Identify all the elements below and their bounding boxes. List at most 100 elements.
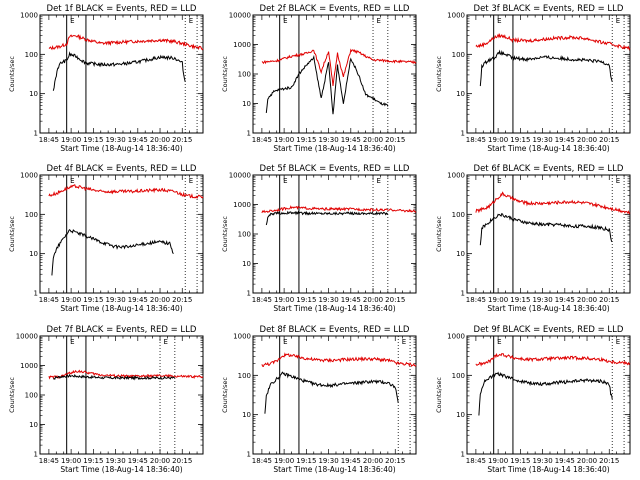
event-marker: E <box>164 338 168 346</box>
y-axis-label: Counts/sec <box>221 56 229 92</box>
events-series-line <box>479 212 613 246</box>
y-tick-label: 1 <box>461 130 465 138</box>
x-tick-label: 19:30 <box>318 296 338 304</box>
chart-title: Det 1f BLACK = Events, RED = LLD <box>47 4 197 14</box>
event-marker: E <box>377 17 381 25</box>
lld-series-line <box>475 32 631 51</box>
panel-det-2: Det 2f BLACK = Events, RED = LLD 1 10 100 10… <box>221 4 417 153</box>
x-tick-label: 19:00 <box>488 296 508 304</box>
x-tick-label: 19:30 <box>105 296 125 304</box>
y-tick-label: 1 <box>461 290 465 298</box>
x-tick-label: 20:00 <box>363 136 383 144</box>
event-marker: E <box>616 177 620 185</box>
x-tick-label: 20:00 <box>150 457 170 465</box>
x-tick-label: 19:15 <box>510 296 530 304</box>
y-tick-label: 1000 <box>447 12 465 20</box>
x-axis-label: Start Time (18-Aug-14 18:36:40) <box>273 465 395 474</box>
y-tick-label: 1000 <box>20 12 38 20</box>
plot-frame <box>39 335 204 455</box>
x-tick-label: 20:00 <box>577 136 597 144</box>
event-marker: E <box>497 177 501 185</box>
x-tick-label: 18:45 <box>466 457 486 465</box>
panel-det-7: Det 7f BLACK = Events, RED = LLD 1 10 100 10… <box>8 325 204 474</box>
y-tick-label: 1 <box>34 130 38 138</box>
x-tick-label: 18:45 <box>39 457 59 465</box>
x-tick-label: 19:45 <box>341 457 361 465</box>
y-tick-label: 10 <box>29 90 38 98</box>
x-axis-label: Start Time (18-Aug-14 18:36:40) <box>273 144 395 153</box>
x-tick-label: 19:15 <box>83 457 103 465</box>
plot-frame <box>466 14 631 134</box>
panel-det-6: Det 6f BLACK = Events, RED = LLD 1 10 100 10… <box>435 164 631 313</box>
events-series-line <box>52 51 186 91</box>
lld-series-line <box>261 352 417 367</box>
events-series-line <box>265 210 389 226</box>
plot-frame <box>252 335 417 455</box>
y-tick-label: 1 <box>34 290 38 298</box>
panel-det-4: Det 4f BLACK = Events, RED = LLD 1 10 100 10… <box>8 164 204 313</box>
y-tick-label: 10 <box>242 260 251 268</box>
x-tick-label: 19:45 <box>555 457 575 465</box>
lld-series-line <box>48 34 204 51</box>
x-tick-label: 19:45 <box>128 136 148 144</box>
x-tick-label: 20:15 <box>385 296 405 304</box>
lld-series-line <box>475 191 631 215</box>
x-axis-label: Start Time (18-Aug-14 18:36:40) <box>487 144 609 153</box>
panel-det-3: Det 3f BLACK = Events, RED = LLD 1 10 100 10… <box>435 4 631 153</box>
x-tick-label: 19:30 <box>105 457 125 465</box>
y-tick-label: 10 <box>29 421 38 429</box>
y-axis-label: Counts/sec <box>435 56 443 92</box>
x-tick-label: 20:00 <box>363 296 383 304</box>
y-tick-label: 1000 <box>20 362 38 370</box>
x-tick-label: 19:00 <box>61 136 81 144</box>
event-marker: E <box>616 17 620 25</box>
x-tick-label: 19:45 <box>555 136 575 144</box>
lld-series-line <box>48 184 204 200</box>
y-tick-label: 100 <box>238 372 251 380</box>
x-tick-label: 20:15 <box>385 136 405 144</box>
y-tick-label: 1000 <box>447 172 465 180</box>
x-tick-label: 19:15 <box>83 296 103 304</box>
plot-frame <box>252 174 417 294</box>
plot-frame <box>39 14 204 134</box>
y-tick-label: 10 <box>242 100 251 108</box>
event-marker: E <box>616 338 620 346</box>
x-tick-label: 20:15 <box>385 457 405 465</box>
y-tick-label: 1000 <box>20 172 38 180</box>
event-marker: E <box>189 177 193 185</box>
y-axis-label: Counts/sec <box>435 216 443 252</box>
chart-title: Det 9f BLACK = Events, RED = LLD <box>474 325 624 335</box>
panel-det-5: Det 5f BLACK = Events, RED = LLD 1 10 100 10… <box>221 164 417 313</box>
x-tick-label: 19:45 <box>128 457 148 465</box>
lld-series-line <box>48 369 204 380</box>
event-marker: E <box>377 177 381 185</box>
x-tick-label: 19:30 <box>318 457 338 465</box>
chart-title: Det 4f BLACK = Events, RED = LLD <box>47 164 197 174</box>
y-axis-label: Counts/sec <box>8 216 16 252</box>
x-tick-label: 19:30 <box>532 136 552 144</box>
events-series-line <box>264 371 399 414</box>
x-tick-label: 18:45 <box>252 136 272 144</box>
events-series-line <box>265 54 389 115</box>
events-series-line <box>478 371 613 416</box>
x-tick-label: 19:15 <box>296 457 316 465</box>
x-tick-label: 20:15 <box>599 136 619 144</box>
plot-frame <box>466 174 631 294</box>
y-tick-label: 10 <box>29 250 38 258</box>
x-tick-label: 19:45 <box>555 296 575 304</box>
event-marker: E <box>70 338 74 346</box>
y-tick-label: 100 <box>452 51 465 59</box>
x-tick-label: 19:15 <box>296 136 316 144</box>
x-tick-label: 18:45 <box>252 457 272 465</box>
x-tick-label: 20:00 <box>577 457 597 465</box>
y-tick-label: 10000 <box>16 333 38 341</box>
x-tick-label: 19:15 <box>510 136 530 144</box>
y-tick-label: 10 <box>456 250 465 258</box>
panel-det-1: Det 1f BLACK = Events, RED = LLD 1 10 100 10… <box>8 4 204 153</box>
x-tick-label: 20:15 <box>172 457 192 465</box>
x-tick-label: 19:30 <box>318 136 338 144</box>
x-tick-label: 19:45 <box>341 296 361 304</box>
event-marker: E <box>497 338 501 346</box>
chart-title: Det 3f BLACK = Events, RED = LLD <box>474 4 624 14</box>
